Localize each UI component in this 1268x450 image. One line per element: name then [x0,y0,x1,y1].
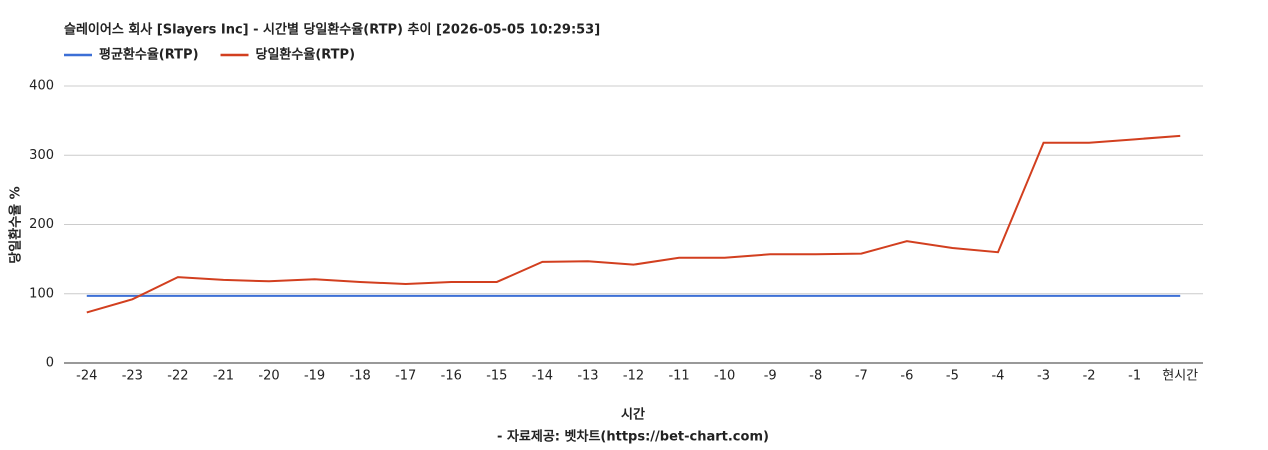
legend-label: 당일환수율(RTP) [256,47,356,63]
y-tick-label: 200 [29,217,54,232]
x-tick-label: -14 [532,369,553,384]
y-tick-label: 100 [29,286,54,301]
x-tick-label: -21 [213,369,234,384]
x-tick-label: -8 [809,369,822,384]
x-tick-label: -11 [668,369,689,384]
x-tick-label: -6 [900,369,913,384]
x-tick-label: -20 [258,369,279,384]
y-tick-label: 400 [29,79,54,94]
x-tick-label: -15 [486,369,507,384]
x-tick-label: -16 [441,369,462,384]
x-tick-label: -12 [623,369,644,384]
legend-label: 평균환수율(RTP) [99,47,199,63]
x-tick-label: -19 [304,369,325,384]
x-tick-label: -18 [350,369,371,384]
y-tick-label: 300 [29,148,54,163]
x-tick-label: -24 [76,369,97,384]
x-tick-label: -1 [1128,369,1141,384]
series-line [86,134,1181,314]
chart-title: 슬레이어스 회사 [Slayers Inc] - 시간별 당일환수율(RTP) … [64,22,600,38]
y-axis-label: 당일환수율 % [8,186,24,263]
x-tick-label: -7 [855,369,868,384]
x-tick-label: -10 [714,369,735,384]
x-tick-label: -22 [167,369,188,384]
x-tick-label: -13 [577,369,598,384]
source-note: - 자료제공: 벳차트(https://bet-chart.com) [497,429,769,445]
x-tick-label: -17 [395,369,416,384]
x-axis-label: 시간 [621,407,645,423]
x-tick-label: -9 [764,369,777,384]
x-tick-label: -23 [122,369,143,384]
y-tick-label: 0 [46,356,54,371]
x-tick-label: -5 [946,369,959,384]
x-tick-label: 현시간 [1162,369,1198,384]
x-tick-label: -2 [1083,369,1096,384]
x-tick-label: -4 [991,369,1004,384]
x-tick-label: -3 [1037,369,1050,384]
